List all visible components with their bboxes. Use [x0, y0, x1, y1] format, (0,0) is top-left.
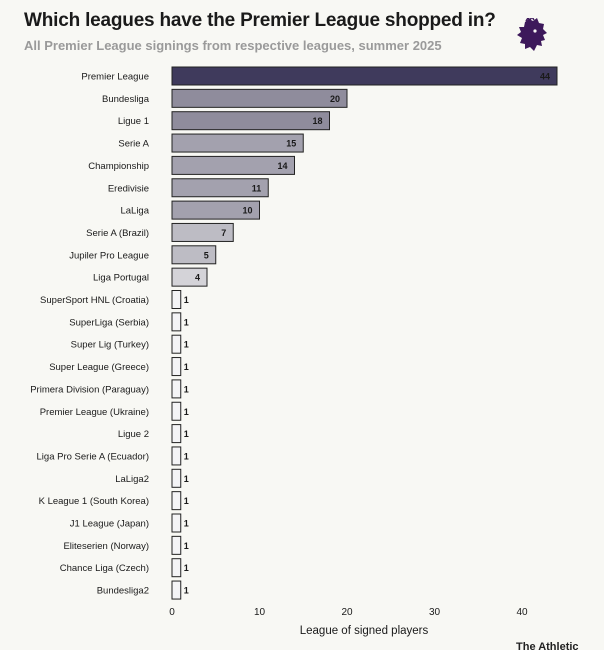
bar — [171, 513, 182, 533]
category-label: Ligue 1 — [118, 116, 149, 127]
category-label: Ligue 2 — [118, 429, 149, 440]
category-label: Super League (Greece) — [49, 362, 149, 373]
lion-crown — [525, 18, 535, 22]
bar — [171, 446, 182, 466]
category-label: Chance Liga (Czech) — [60, 563, 149, 574]
bar — [171, 245, 217, 265]
value-label: 7 — [221, 228, 226, 238]
bar — [171, 558, 182, 578]
x-tick-label: 40 — [516, 607, 528, 618]
value-label: 1 — [184, 429, 189, 439]
lion-head-shape — [517, 18, 547, 51]
premier-league-lion-icon — [517, 18, 547, 51]
bar — [171, 535, 182, 555]
value-label: 1 — [184, 474, 189, 484]
category-label: Liga Portugal — [93, 273, 149, 284]
chart-title: Which leagues have the Premier League sh… — [24, 10, 496, 31]
bar — [171, 401, 182, 421]
category-label: Premier League (Ukraine) — [40, 407, 149, 418]
value-label: 1 — [184, 496, 189, 506]
bar — [171, 468, 182, 488]
value-label: 15 — [286, 139, 296, 149]
category-label: Bundesliga — [102, 94, 150, 105]
category-label: Championship — [88, 161, 149, 172]
x-tick-label: 0 — [169, 607, 175, 618]
x-axis-title: League of signed players — [300, 625, 429, 637]
category-label: Liga Pro Serie A (Ecuador) — [37, 451, 149, 462]
category-label: Primera Division (Paraguay) — [30, 384, 149, 395]
value-label: 11 — [252, 183, 262, 193]
bar — [171, 312, 182, 332]
bar — [171, 580, 182, 600]
bar — [171, 178, 269, 198]
category-label: Serie A (Brazil) — [86, 228, 149, 239]
value-label: 20 — [330, 94, 340, 104]
category-label: Super Lig (Turkey) — [71, 340, 149, 351]
category-label: LaLiga — [120, 206, 149, 217]
category-label: SuperSport HNL (Croatia) — [40, 295, 149, 306]
value-label: 1 — [184, 451, 189, 461]
category-label: Eredivisie — [108, 183, 149, 194]
value-label: 14 — [277, 161, 287, 171]
bar — [171, 222, 234, 242]
bar — [171, 66, 558, 86]
lion-eye — [533, 29, 537, 33]
bar — [171, 200, 260, 220]
value-label: 1 — [184, 317, 189, 327]
category-label: Premier League — [81, 72, 149, 83]
value-label: 1 — [184, 295, 189, 305]
value-label: 10 — [242, 206, 252, 216]
brand-logo: The Athletic — [516, 641, 579, 650]
bar — [171, 334, 182, 354]
value-label: 1 — [184, 407, 189, 417]
bar — [171, 290, 182, 309]
value-label: 1 — [184, 340, 189, 350]
value-label: 44 — [540, 72, 550, 82]
value-label: 1 — [184, 541, 189, 551]
bar — [171, 111, 330, 131]
category-label: SuperLiga (Serbia) — [69, 317, 149, 328]
bar — [171, 88, 348, 108]
x-tick-label: 30 — [429, 607, 441, 618]
bar — [171, 491, 182, 511]
value-label: 1 — [184, 362, 189, 372]
value-label: 1 — [184, 384, 189, 394]
value-label: 1 — [184, 563, 189, 573]
value-label: 18 — [312, 116, 322, 126]
x-tick-label: 20 — [341, 607, 353, 618]
category-label: K League 1 (South Korea) — [39, 496, 149, 507]
category-label: Serie A — [118, 139, 149, 150]
value-label: 1 — [184, 586, 189, 596]
bar — [171, 357, 182, 377]
bar — [171, 379, 182, 399]
category-label: Jupiler Pro League — [69, 250, 149, 261]
value-label: 5 — [204, 250, 209, 260]
bar — [171, 424, 182, 444]
bar — [171, 155, 295, 175]
category-label: J1 League (Japan) — [70, 519, 149, 530]
bar — [171, 133, 304, 153]
category-label: Bundesliga2 — [97, 586, 149, 597]
category-label: LaLiga2 — [115, 474, 149, 485]
x-tick-label: 10 — [254, 607, 266, 618]
chart-subtitle: All Premier League signings from respect… — [24, 38, 442, 53]
value-label: 4 — [195, 273, 200, 283]
bars-layer: Premier League 44 Bundesliga 20 Ligue 1 18 Ser… — [30, 66, 558, 600]
bar — [171, 267, 208, 287]
x-axis: 0 10 20 30 40 — [169, 607, 528, 618]
value-label: 1 — [184, 519, 189, 529]
category-label: Eliteserien (Norway) — [63, 541, 149, 552]
